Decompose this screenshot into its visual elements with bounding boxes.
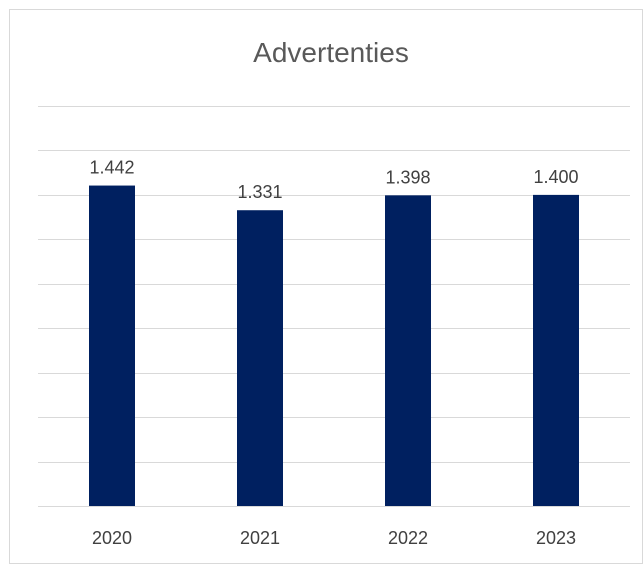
data-labels: 1.442 1.331 1.398 1.400 [89,158,578,203]
data-label-2023: 1.400 [533,167,578,187]
bars [89,185,579,507]
bar-2022 [385,195,431,507]
gridlines [38,106,630,507]
data-label-2022: 1.398 [385,167,430,187]
bar-2021 [237,210,283,506]
x-tick-2022: 2022 [388,528,428,548]
data-label-2021: 1.331 [237,182,282,202]
x-tick-labels: 2020 2021 2022 2023 [92,528,576,548]
x-tick-2023: 2023 [536,528,576,548]
x-tick-2020: 2020 [92,528,132,548]
bar-2023 [533,194,579,506]
bar-2020 [89,185,135,507]
data-label-2020: 1.442 [89,158,134,178]
chart-title: Advertenties [253,37,409,68]
x-tick-2021: 2021 [240,528,280,548]
